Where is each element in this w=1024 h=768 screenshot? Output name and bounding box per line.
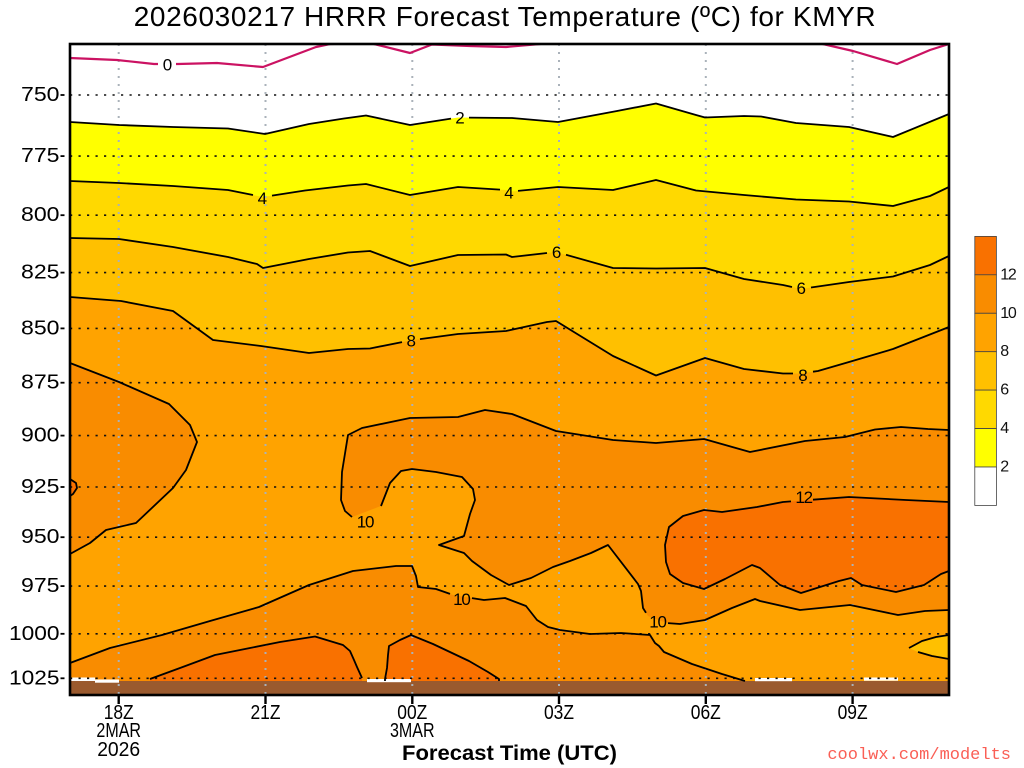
svg-text:2: 2 xyxy=(455,109,464,128)
svg-text:950: 950 xyxy=(21,526,60,548)
svg-text:10: 10 xyxy=(649,613,666,632)
svg-text:10: 10 xyxy=(357,513,374,532)
svg-text:6: 6 xyxy=(796,279,805,298)
svg-text:4: 4 xyxy=(1000,420,1009,437)
svg-text:925: 925 xyxy=(21,476,60,498)
svg-text:900: 900 xyxy=(21,425,60,447)
svg-text:2026030217 HRRR Forecast Tempe: 2026030217 HRRR Forecast Temperature (ºC… xyxy=(134,1,877,32)
svg-text:8: 8 xyxy=(798,366,807,385)
svg-text:4: 4 xyxy=(504,183,513,202)
svg-text:coolwx.com/modelts: coolwx.com/modelts xyxy=(827,746,1011,765)
svg-text:10: 10 xyxy=(1000,305,1017,322)
svg-text:1025: 1025 xyxy=(9,667,60,689)
svg-text:4: 4 xyxy=(258,189,267,208)
svg-text:975: 975 xyxy=(21,575,60,597)
svg-text:850: 850 xyxy=(21,317,60,339)
svg-text:21Z: 21Z xyxy=(251,702,281,724)
svg-text:06Z: 06Z xyxy=(691,702,721,724)
svg-text:6: 6 xyxy=(1000,382,1009,399)
svg-text:0: 0 xyxy=(163,56,172,75)
svg-text:09Z: 09Z xyxy=(838,702,868,724)
svg-text:10: 10 xyxy=(453,590,470,609)
svg-text:12: 12 xyxy=(795,488,812,507)
svg-text:8: 8 xyxy=(1000,343,1009,360)
svg-text:12: 12 xyxy=(1000,266,1017,283)
svg-text:03Z: 03Z xyxy=(544,702,574,724)
svg-text:Forecast Time (UTC): Forecast Time (UTC) xyxy=(402,742,617,765)
svg-text:3MAR: 3MAR xyxy=(390,720,435,742)
svg-text:2MAR: 2MAR xyxy=(96,720,141,742)
svg-text:2026: 2026 xyxy=(97,739,140,761)
svg-text:00Z: 00Z xyxy=(397,702,427,724)
svg-text:8: 8 xyxy=(406,332,415,351)
svg-text:775: 775 xyxy=(21,145,60,167)
svg-text:6: 6 xyxy=(552,243,561,262)
svg-text:750: 750 xyxy=(21,84,60,106)
svg-text:800: 800 xyxy=(21,204,60,226)
svg-text:2: 2 xyxy=(1000,459,1009,476)
svg-text:18Z: 18Z xyxy=(104,702,134,724)
svg-text:825: 825 xyxy=(21,262,60,284)
svg-text:1000: 1000 xyxy=(9,623,60,645)
svg-text:875: 875 xyxy=(21,372,60,394)
